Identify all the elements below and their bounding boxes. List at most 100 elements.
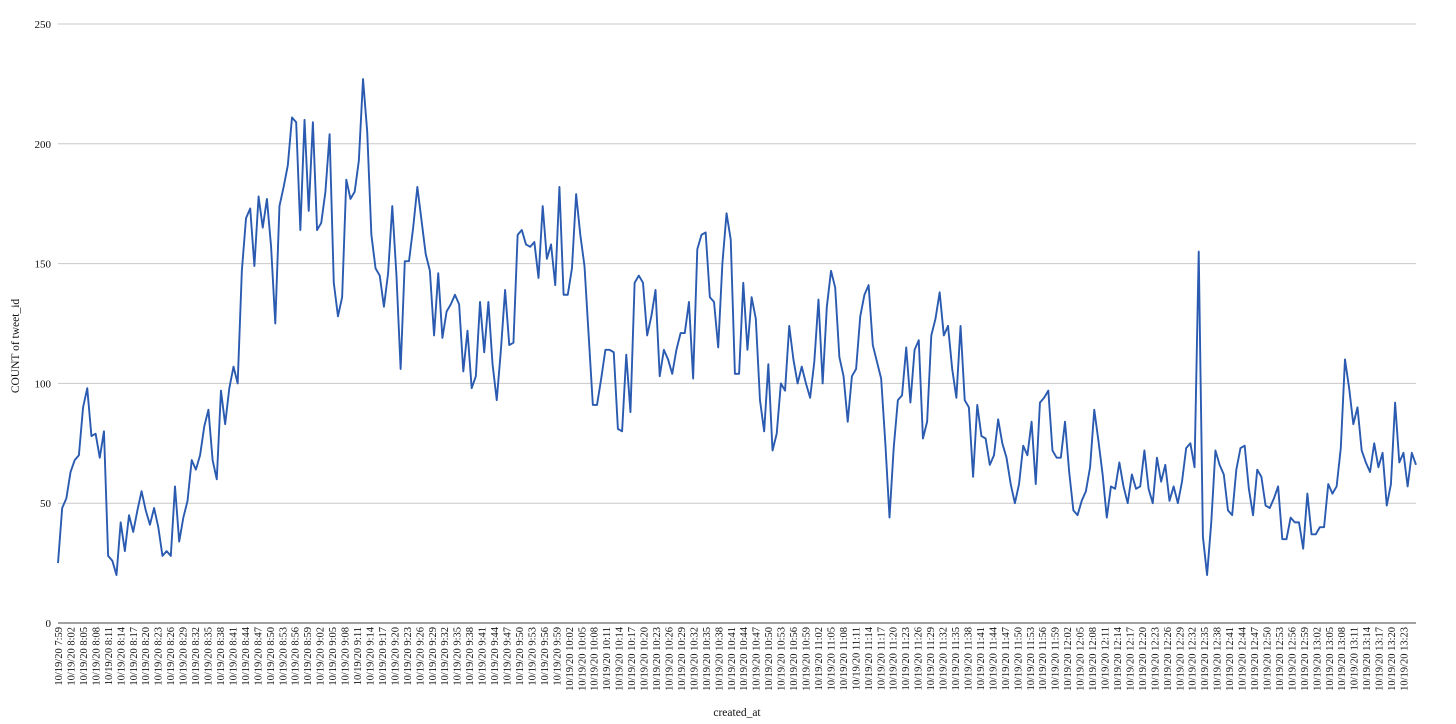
x-tick-label: 10/19/20 8:50 [266,627,277,686]
x-tick-label: 10/19/20 11:41 [976,627,987,691]
y-tick-label: 100 [35,378,52,390]
x-tick-label: 10/19/20 12:02 [1063,627,1074,691]
y-tick-label: 150 [35,259,52,271]
x-tick-label: 10/19/20 10:29 [677,627,688,691]
x-tick-label: 10/19/20 12:38 [1213,627,1224,691]
y-axis-label: COUNT of tweet_id [10,299,22,394]
x-tick-label: 10/19/20 8:29 [179,627,190,686]
x-tick-label: 10/19/20 8:32 [191,627,202,686]
x-tick-label: 10/19/20 12:53 [1275,627,1286,691]
x-tick-label: 10/19/20 10:59 [802,627,813,691]
x-tick-label: 10/19/20 10:44 [739,626,750,691]
x-tick-label: 10/19/20 12:44 [1238,626,1249,691]
x-tick-label: 10/19/20 10:53 [777,627,788,691]
y-tick-label: 200 [35,139,52,151]
x-tick-label: 10/19/20 11:17 [876,627,887,691]
x-tick-label: 10/19/20 10:26 [665,627,676,691]
x-tick-label: 10/19/20 9:14 [366,626,377,685]
x-tick-label: 10/19/20 11:20 [889,627,900,691]
x-tick-label: 10/19/20 8:59 [303,627,314,686]
x-tick-label: 10/19/20 9:56 [540,627,551,686]
x-tick-label: 10/19/20 13:11 [1350,627,1361,691]
x-tick-label: 10/19/20 9:23 [403,627,414,686]
x-tick-label: 10/19/20 8:53 [278,627,289,686]
x-tick-label: 10/19/20 8:11 [104,627,115,685]
x-tick-label: 10/19/20 10:35 [702,627,713,691]
x-tick-label: 10/19/20 9:29 [428,627,439,686]
x-tick-label: 10/19/20 8:23 [154,627,165,686]
x-tick-label: 10/19/20 9:53 [527,627,538,686]
x-tick-label: 10/19/20 9:11 [353,627,364,685]
x-tick-label: 10/19/20 9:08 [341,627,352,686]
x-tick-label: 10/19/20 13:23 [1400,627,1411,691]
x-tick-label: 10/19/20 10:11 [602,627,613,691]
x-tick-label: 10/19/20 8:56 [291,627,302,686]
x-tick-label: 10/19/20 10:05 [577,627,588,691]
x-tick-label: 10/19/20 8:44 [241,626,252,685]
x-tick-label: 10/19/20 12:20 [1138,627,1149,691]
x-tick-label: 10/19/20 9:41 [478,627,489,686]
x-tick-label: 10/19/20 12:08 [1088,627,1099,691]
x-tick-label: 10/19/20 8:20 [141,627,152,686]
x-tick-label: 10/19/20 11:05 [826,627,837,691]
x-tick-label: 10/19/20 9:05 [328,627,339,686]
x-tick-label: 10/19/20 8:08 [91,627,102,686]
x-tick-label: 10/19/20 12:23 [1150,627,1161,691]
x-tick-label: 10/19/20 12:41 [1225,627,1236,691]
gridlines [58,23,1416,504]
x-tick-label: 10/19/20 8:26 [166,627,177,686]
x-tick-label: 10/19/20 12:11 [1101,627,1112,691]
x-tick-label: 10/19/20 10:38 [714,627,725,691]
x-tick-label: 10/19/20 11:44 [988,626,999,690]
x-tick-label: 10/19/20 9:20 [390,627,401,686]
x-tick-label: 10/19/20 13:05 [1325,627,1336,691]
x-tick-label: 10/19/20 11:50 [1013,627,1024,691]
x-axis-label: created_at [713,707,761,719]
x-tick-label: 10/19/20 9:47 [503,627,514,686]
x-tick-labels: 10/19/20 7:59 10/19/20 8:02 10/19/20 8:05 1… [54,626,1411,691]
x-tick-label: 10/19/20 9:59 [552,627,563,686]
x-tick-label: 10/19/20 12:05 [1076,627,1087,691]
x-tick-label: 10/19/20 12:59 [1300,627,1311,691]
x-tick-label: 10/19/20 11:38 [964,627,975,691]
x-tick-label: 10/19/20 8:35 [204,627,215,686]
x-tick-label: 10/19/20 12:29 [1175,627,1186,691]
x-tick-label: 10/19/20 12:26 [1163,627,1174,691]
x-tick-label: 10/19/20 10:50 [764,627,775,691]
series-line [57,78,1417,577]
x-tick-label: 10/19/20 10:47 [752,627,763,691]
x-tick-label: 10/19/20 12:50 [1263,627,1274,691]
x-tick-label: 10/19/20 11:56 [1038,627,1049,691]
x-tick-label: 10/19/20 12:14 [1113,626,1124,691]
x-tick-label: 10/19/20 8:05 [79,627,90,686]
x-tick-label: 10/19/20 13:08 [1337,627,1348,691]
x-tick-label: 10/19/20 12:17 [1125,627,1136,691]
x-tick-label: 10/19/20 10:41 [727,627,738,691]
x-tick-label: 10/19/20 10:14 [615,626,626,691]
x-tick-label: 10/19/20 11:08 [839,627,850,691]
x-tick-label: 10/19/20 8:47 [253,627,264,686]
x-tick-label: 10/19/20 13:02 [1312,627,1323,691]
y-tick-label: 50 [40,498,52,510]
x-tick-label: 10/19/20 8:17 [129,627,140,686]
x-tick-label: 10/19/20 9:32 [440,627,451,686]
x-tick-label: 10/19/20 11:47 [1001,627,1012,691]
y-tick-labels: 0 50 100 150 200 250 [35,19,52,630]
x-tick-label: 10/19/20 9:02 [316,627,327,686]
x-tick-label: 10/19/20 11:14 [864,626,875,690]
x-tick-label: 10/19/20 12:56 [1287,627,1298,691]
x-tick-label: 10/19/20 10:20 [640,627,651,691]
x-tick-label: 10/19/20 8:14 [116,626,127,685]
x-tick-label: 10/19/20 9:50 [515,627,526,686]
x-tick-label: 10/19/20 10:23 [652,627,663,691]
x-tick-label: 10/19/20 11:26 [914,627,925,691]
x-tick-label: 10/19/20 9:44 [490,626,501,685]
x-tick-label: 10/19/20 8:02 [67,627,78,686]
x-tick-label: 10/19/20 8:38 [216,627,227,686]
x-tick-label: 10/19/20 12:32 [1188,627,1199,691]
x-tick-label: 10/19/20 9:26 [415,627,426,686]
x-tick-label: 10/19/20 10:08 [590,627,601,691]
x-tick-label: 10/19/20 10:17 [627,627,638,691]
x-tick-label: 10/19/20 13:14 [1362,626,1373,691]
